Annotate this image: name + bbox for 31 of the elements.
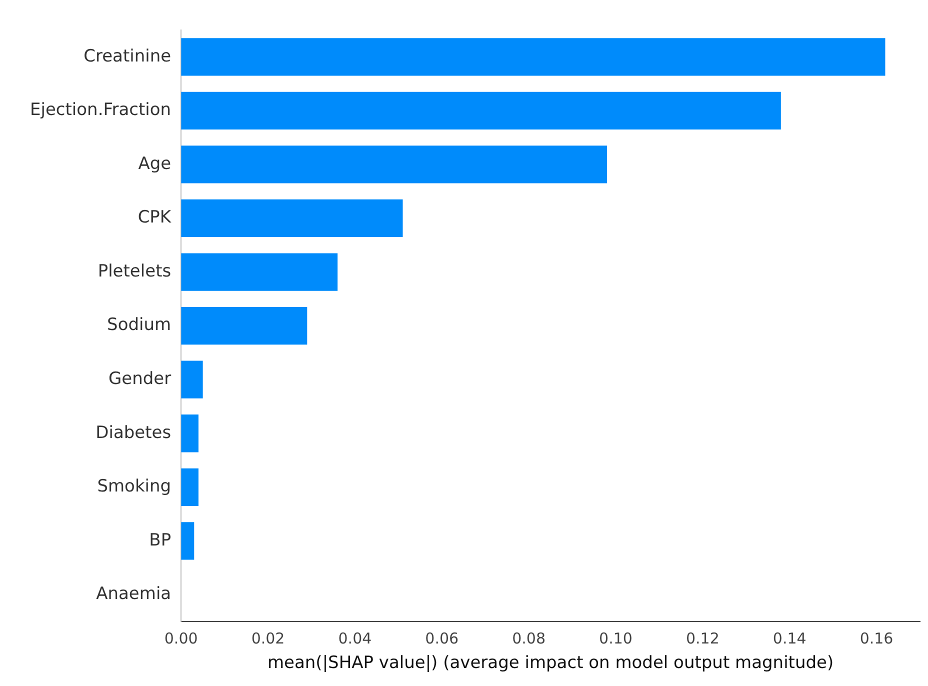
bar	[181, 306, 308, 345]
y-tick-label: Ejection.Fraction	[30, 100, 172, 120]
bar	[181, 414, 198, 452]
x-tick-label: 0.14	[772, 629, 806, 648]
x-tick-label: 0.04	[338, 629, 372, 648]
bar	[181, 92, 781, 130]
y-tick-label: Smoking	[97, 476, 172, 497]
y-tick-label: Anaemia	[96, 584, 172, 604]
x-tick-label: 0.00	[164, 629, 198, 648]
bar	[181, 468, 198, 506]
x-tick-label: 0.12	[686, 629, 720, 648]
y-tick-label: Age	[138, 154, 172, 174]
bar	[181, 253, 338, 291]
x-tick-label: 0.02	[251, 629, 285, 648]
bar	[181, 522, 194, 560]
y-tick-label: Pletelets	[98, 261, 172, 282]
x-axis-title: mean(|SHAP value|) (average impact on model output magnitude)	[267, 653, 834, 674]
bar	[181, 146, 608, 184]
x-tick-label: 0.10	[599, 629, 632, 648]
bar	[181, 199, 403, 238]
y-tick-label: Sodium	[107, 315, 172, 336]
y-tick-label: BP	[149, 530, 172, 550]
y-tick-label: Gender	[108, 369, 172, 390]
x-tick-label: 0.08	[512, 629, 546, 648]
x-tick-label: 0.06	[425, 629, 459, 648]
y-tick-label: Creatinine	[84, 46, 172, 66]
bar	[181, 38, 886, 76]
y-tick-label: CPK	[138, 208, 172, 228]
y-tick-label: Diabetes	[96, 422, 172, 443]
x-tick-label: 0.16	[860, 629, 894, 648]
bar	[181, 360, 203, 398]
